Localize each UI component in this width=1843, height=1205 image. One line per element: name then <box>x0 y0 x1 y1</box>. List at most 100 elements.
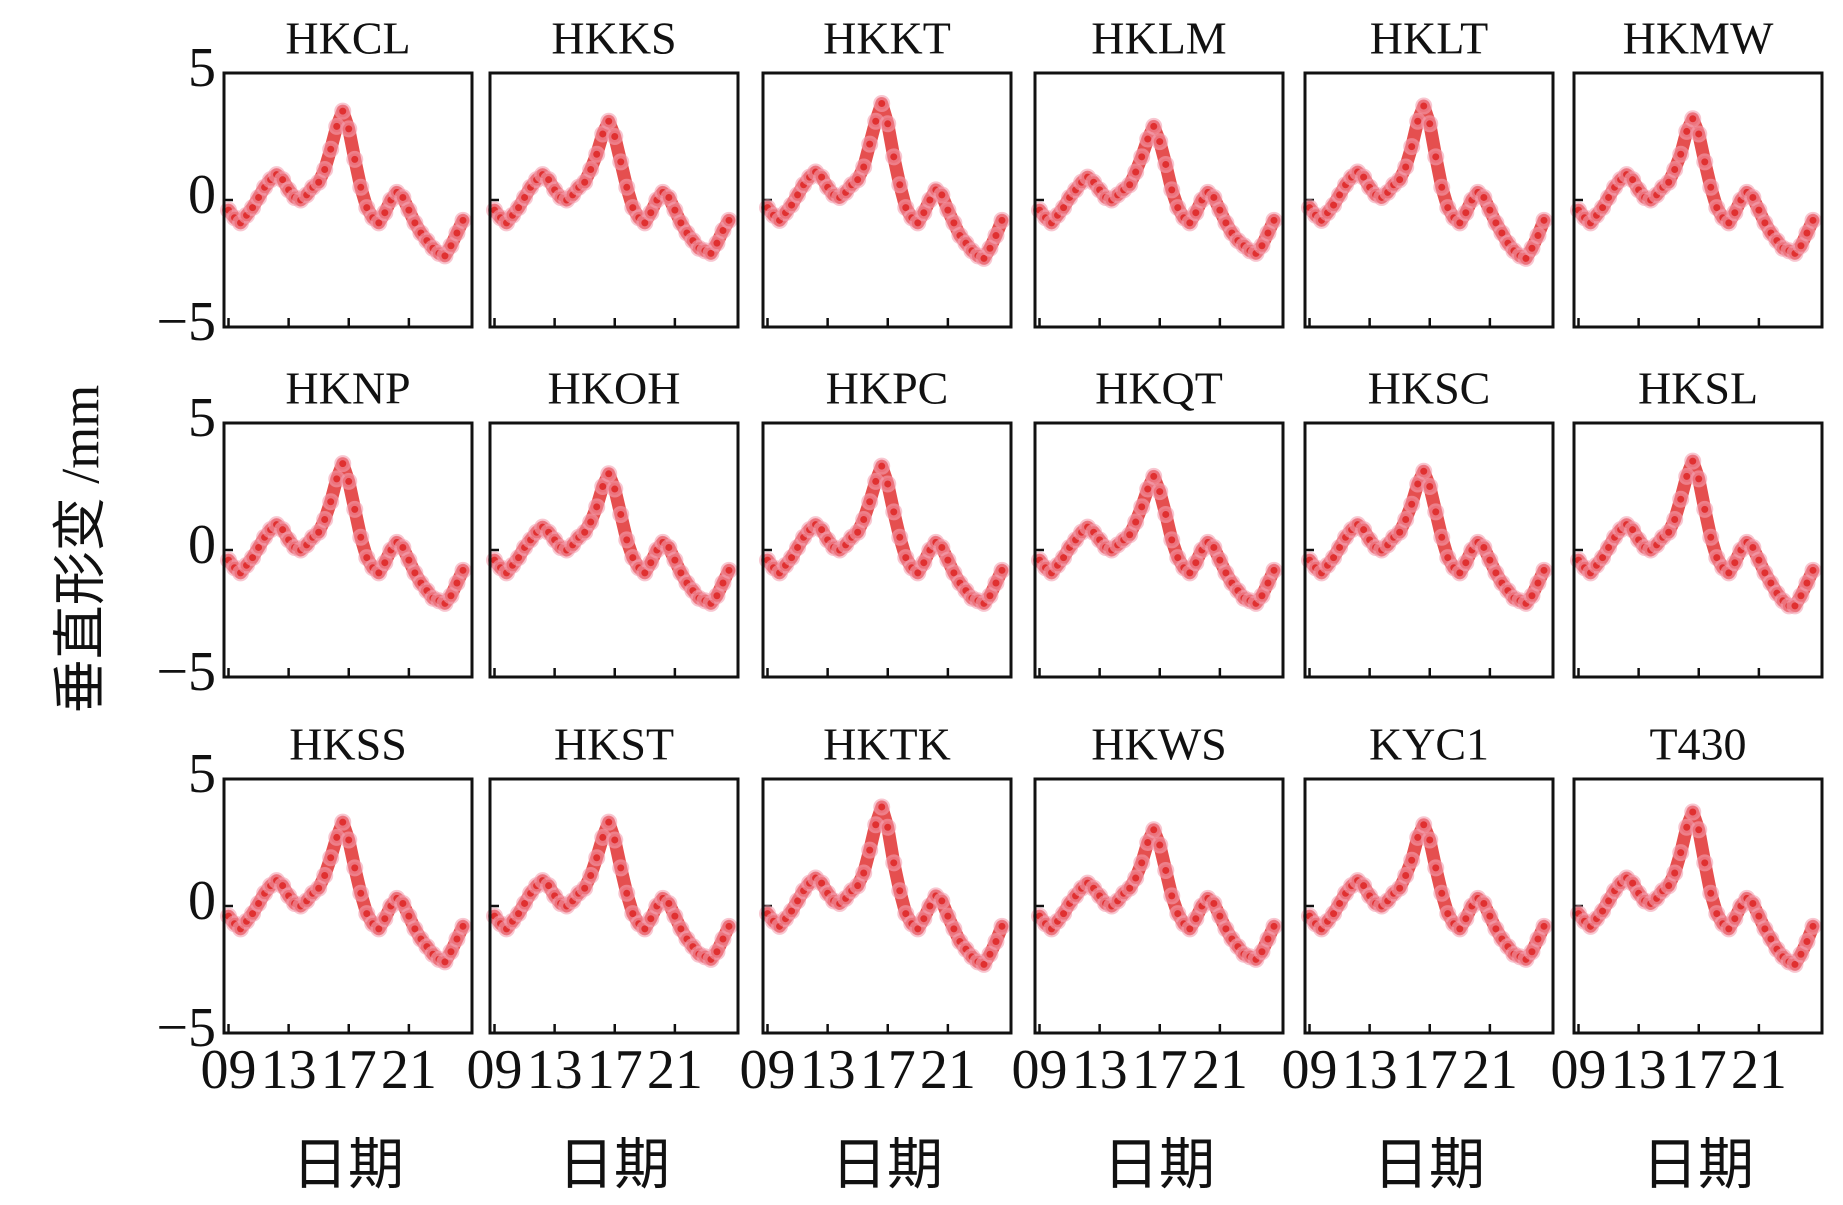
point <box>939 551 957 569</box>
point <box>1427 503 1445 521</box>
point <box>1535 917 1553 935</box>
point <box>1253 587 1271 605</box>
point <box>1666 511 1684 529</box>
point <box>879 115 897 133</box>
point <box>1163 181 1181 199</box>
x-tick-label: 13 <box>1072 1039 1128 1101</box>
x-tick-label: 17 <box>1402 1039 1458 1101</box>
point <box>1187 910 1205 928</box>
point <box>588 145 606 163</box>
point <box>1127 869 1145 887</box>
point <box>310 879 328 897</box>
point <box>1690 125 1708 143</box>
point <box>1529 227 1547 245</box>
point <box>1205 894 1223 912</box>
point <box>1804 917 1822 935</box>
panel: HKPC <box>759 363 1013 679</box>
point <box>1798 574 1816 592</box>
point <box>1211 201 1229 219</box>
x-tick-label: 13 <box>800 1039 856 1101</box>
point <box>1726 910 1744 928</box>
point <box>1265 561 1283 579</box>
point <box>1151 133 1169 151</box>
point <box>400 201 418 219</box>
point <box>1433 178 1451 196</box>
point <box>987 227 1005 245</box>
point <box>1157 861 1175 879</box>
x-axis-label: 日期 <box>1373 1135 1485 1197</box>
panel: HKMW <box>1570 13 1824 329</box>
panel: T430 09 13 17 21 日期 <box>1551 719 1824 1197</box>
plot-frame <box>1572 421 1824 679</box>
point <box>1265 917 1283 935</box>
point <box>606 831 624 849</box>
panel-title: HKCL <box>285 13 410 64</box>
point <box>714 574 732 592</box>
point <box>849 171 867 189</box>
point <box>1391 879 1409 897</box>
point <box>1481 551 1499 569</box>
point <box>1259 574 1277 592</box>
point <box>1433 528 1451 546</box>
panel-title: HKNP <box>285 363 410 414</box>
point <box>987 933 1005 951</box>
y-tick-label: 0 <box>188 870 216 932</box>
plot-frame <box>761 71 1013 329</box>
plot-frame <box>222 71 474 329</box>
point <box>1121 176 1139 194</box>
point <box>1403 851 1421 869</box>
plot-frame <box>1572 71 1824 329</box>
point <box>1397 158 1415 176</box>
point <box>939 907 957 925</box>
point <box>1804 561 1822 579</box>
point <box>316 867 334 885</box>
panel: HKSL <box>1570 363 1824 679</box>
point <box>600 112 618 130</box>
point <box>1798 224 1816 242</box>
point <box>708 587 726 605</box>
point <box>442 943 460 961</box>
point <box>1696 500 1714 518</box>
point <box>582 513 600 531</box>
point <box>993 917 1011 935</box>
point <box>1421 478 1439 495</box>
point <box>1151 836 1169 854</box>
point <box>322 493 340 511</box>
point <box>891 882 909 900</box>
point <box>981 587 999 605</box>
point <box>1421 115 1439 133</box>
point <box>618 884 636 902</box>
point <box>1157 155 1175 173</box>
panel-title: T430 <box>1649 719 1746 770</box>
point <box>454 917 472 935</box>
x-tick-label: 17 <box>321 1039 377 1101</box>
panel: HKKS <box>486 13 740 329</box>
x-tick-label: 17 <box>1132 1039 1188 1101</box>
y-tick-label: −5 <box>156 997 216 1059</box>
point <box>1205 188 1223 206</box>
panel: HKSC <box>1301 363 1555 679</box>
point <box>1750 201 1768 219</box>
point <box>666 551 684 569</box>
point <box>334 455 352 473</box>
point <box>1481 907 1499 925</box>
point <box>1157 505 1175 523</box>
point <box>1421 831 1439 849</box>
x-axis-label: 日期 <box>1642 1135 1754 1197</box>
point <box>346 500 364 518</box>
point <box>588 498 606 516</box>
panel-title: HKSS <box>289 719 407 770</box>
point <box>1481 201 1499 219</box>
panel: HKNP −5 0 5 <box>156 363 474 703</box>
panel-title: KYC1 <box>1369 719 1489 770</box>
point <box>915 204 933 222</box>
panel-title: HKKS <box>551 13 676 64</box>
point <box>1145 467 1163 485</box>
point <box>1145 821 1163 839</box>
point <box>454 211 472 229</box>
point <box>885 854 903 872</box>
point <box>873 94 891 112</box>
y-tick-label: 0 <box>188 514 216 576</box>
point <box>310 523 328 541</box>
